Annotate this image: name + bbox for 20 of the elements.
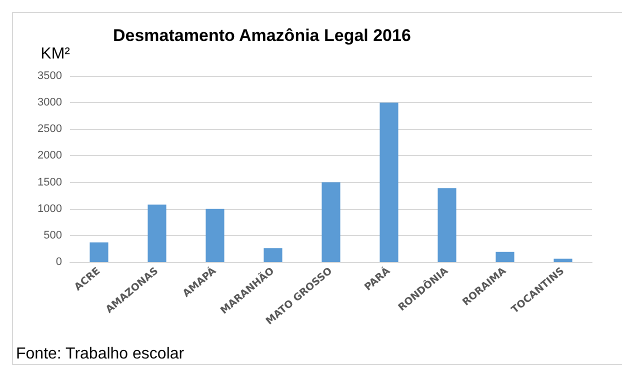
bar: [322, 182, 340, 262]
bar: [496, 252, 514, 262]
y-axis-title: KM²: [40, 46, 71, 62]
y-tick-label: 0: [56, 256, 62, 268]
bar: [438, 188, 456, 262]
y-tick-label: 500: [44, 229, 62, 242]
y-tick-label: 2000: [38, 150, 62, 162]
y-tick-label: 2500: [38, 123, 62, 136]
bar: [380, 102, 398, 262]
y-tick-label: 1000: [38, 202, 62, 215]
source-note: Fonte: Trabalho escolar: [16, 346, 185, 362]
bar: [264, 248, 282, 262]
y-tick-label: 1500: [38, 176, 62, 188]
bar: [554, 258, 572, 262]
chart-title: Desmatamento Amazônia Legal 2016: [113, 26, 411, 45]
bar: [148, 204, 166, 262]
y-tick-label: 3500: [38, 70, 62, 82]
y-tick-label: 3000: [38, 96, 62, 109]
bar: [90, 242, 108, 262]
bar: [206, 208, 224, 262]
